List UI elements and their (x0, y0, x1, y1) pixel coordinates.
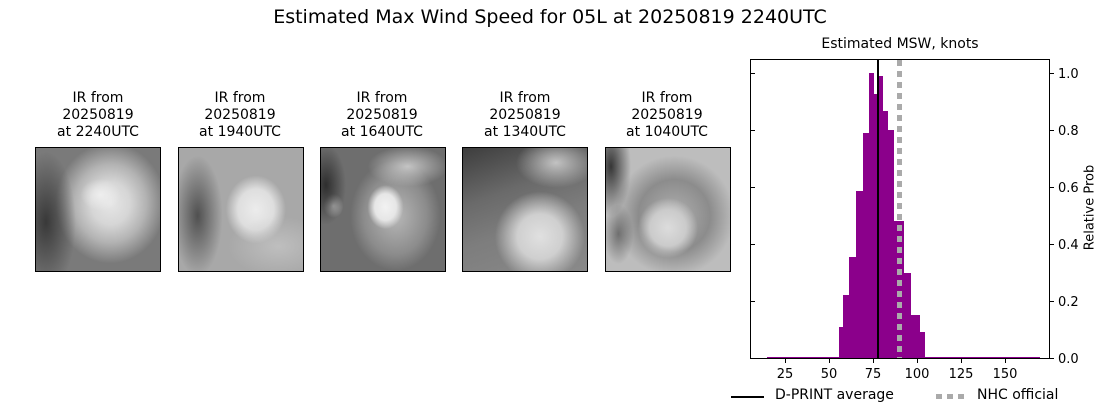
ytick-left-0.6 (751, 187, 755, 188)
ytick-label-0.2: 0.2 (1058, 295, 1079, 310)
ytick-left-1.0 (751, 73, 755, 74)
ytick-label-0.4: 0.4 (1058, 238, 1079, 253)
panel-title-1: IR from 20250819 at 2240UTC (57, 90, 139, 140)
xtick-50 (829, 359, 830, 363)
xtick-label-150: 150 (992, 367, 1018, 382)
histogram-bar (883, 111, 888, 358)
xtick-label-50: 50 (820, 367, 838, 382)
ytick-0.2 (1050, 301, 1054, 302)
ytick-left-0.8 (751, 130, 755, 131)
histogram-bar (924, 356, 1041, 358)
histogram-bar (862, 132, 869, 358)
xtick-label-75: 75 (864, 367, 882, 382)
histogram-bar (919, 332, 925, 358)
histogram-plot-area (750, 59, 1050, 359)
nhc-official-line (896, 60, 902, 358)
histogram-bar (868, 73, 875, 358)
histogram-title: Estimated MSW, knots (821, 36, 979, 52)
histogram-bar (878, 75, 884, 358)
ytick-0.6 (1050, 187, 1054, 188)
ytick-label-1.0: 1.0 (1058, 67, 1079, 82)
dprint-average-line (877, 60, 880, 358)
ir-image-2240 (35, 147, 161, 272)
ytick-1.0 (1050, 73, 1054, 74)
xtick-label-125: 125 (948, 367, 974, 382)
ir-image-1340 (462, 147, 588, 272)
xtick-125 (961, 359, 962, 363)
ytick-label-0.8: 0.8 (1058, 124, 1079, 139)
histogram-bar (849, 256, 856, 358)
histogram-bar (874, 94, 879, 358)
ir-image-1640 (320, 147, 446, 272)
xtick-100 (917, 359, 918, 363)
legend-dprint-swatch (731, 396, 764, 398)
panel-title-5: IR from 20250819 at 1040UTC (626, 90, 708, 140)
ytick-0.0 (1050, 358, 1054, 359)
histogram-bar (839, 326, 844, 358)
legend-dprint-label: D-PRINT average (775, 387, 894, 403)
histogram-bar (843, 295, 850, 358)
xtick-label-100: 100 (904, 367, 930, 382)
histogram-bar (767, 356, 840, 358)
ir-image-1940 (178, 147, 304, 272)
xtick-150 (1005, 359, 1006, 363)
ytick-label-0.6: 0.6 (1058, 181, 1079, 196)
ytick-0.8 (1050, 130, 1054, 131)
ytick-label-0.0: 0.0 (1058, 352, 1079, 367)
legend-nhc-swatch (936, 394, 966, 399)
xtick-25 (785, 359, 786, 363)
legend-nhc-label: NHC official (977, 387, 1059, 403)
panel-title-4: IR from 20250819 at 1340UTC (484, 90, 566, 140)
panel-title-3: IR from 20250819 at 1640UTC (341, 90, 423, 140)
ir-image-1040 (605, 147, 731, 272)
panel-title-2: IR from 20250819 at 1940UTC (199, 90, 281, 140)
ytick-left-0.2 (751, 301, 755, 302)
histogram-bar (855, 191, 863, 358)
ytick-left-0.4 (751, 244, 755, 245)
ytick-0.4 (1050, 244, 1054, 245)
histogram-bar (903, 272, 911, 358)
y-axis-title: Relative Prob (1082, 164, 1098, 251)
histogram-bar (887, 130, 894, 358)
histogram-bar (911, 315, 920, 358)
figure-title: Estimated Max Wind Speed for 05L at 2025… (273, 6, 827, 28)
xtick-75 (873, 359, 874, 363)
xtick-label-25: 25 (776, 367, 794, 382)
